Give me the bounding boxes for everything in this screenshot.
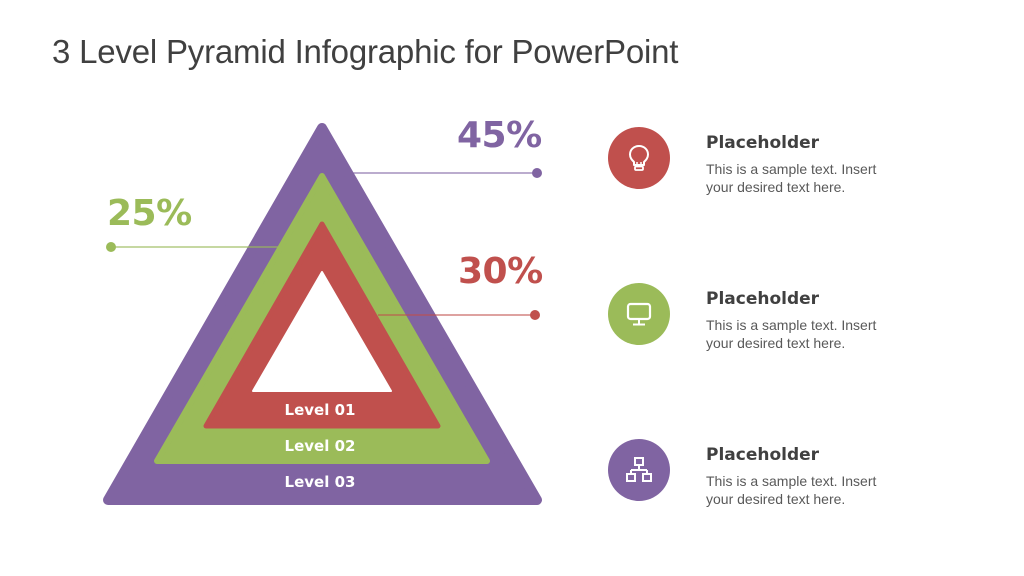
hierarchy-icon: [626, 457, 652, 482]
info-item-3: Placeholder This is a sample text. Inser…: [608, 439, 1008, 509]
level-03-label: Level 03: [284, 473, 356, 491]
info-item-1-heading: Placeholder: [706, 133, 820, 153]
level-01-label: Level 01: [284, 401, 356, 419]
lightbulb-icon: [629, 145, 649, 171]
callout-line-25: [106, 242, 280, 252]
callout-value-45: 45%: [457, 115, 542, 156]
level-02-label: Level 02: [284, 437, 356, 455]
info-item-2-text: This is a sample text. Insert your desir…: [706, 317, 877, 351]
pyramid-inner-cutout: [252, 271, 392, 392]
lightbulb-icon-circle: [608, 127, 670, 189]
slide-title: 3 Level Pyramid Infographic for PowerPoi…: [52, 33, 679, 70]
info-item-1: Placeholder This is a sample text. Inser…: [608, 127, 1008, 197]
info-item-2: Placeholder This is a sample text. Inser…: [608, 283, 1008, 353]
info-item-3-heading: Placeholder: [706, 445, 820, 465]
callout-value-25: 25%: [107, 193, 192, 234]
callout-line-30: [378, 310, 540, 320]
monitor-icon: [626, 302, 652, 326]
callout-line-45: [352, 168, 542, 178]
info-item-1-text: This is a sample text. Insert your desir…: [706, 161, 877, 195]
hierarchy-icon-circle: [608, 439, 670, 501]
info-item-3-text: This is a sample text. Insert your desir…: [706, 473, 877, 507]
info-item-2-heading: Placeholder: [706, 289, 820, 309]
callout-value-30: 30%: [458, 251, 543, 292]
monitor-icon-circle: [608, 283, 670, 345]
